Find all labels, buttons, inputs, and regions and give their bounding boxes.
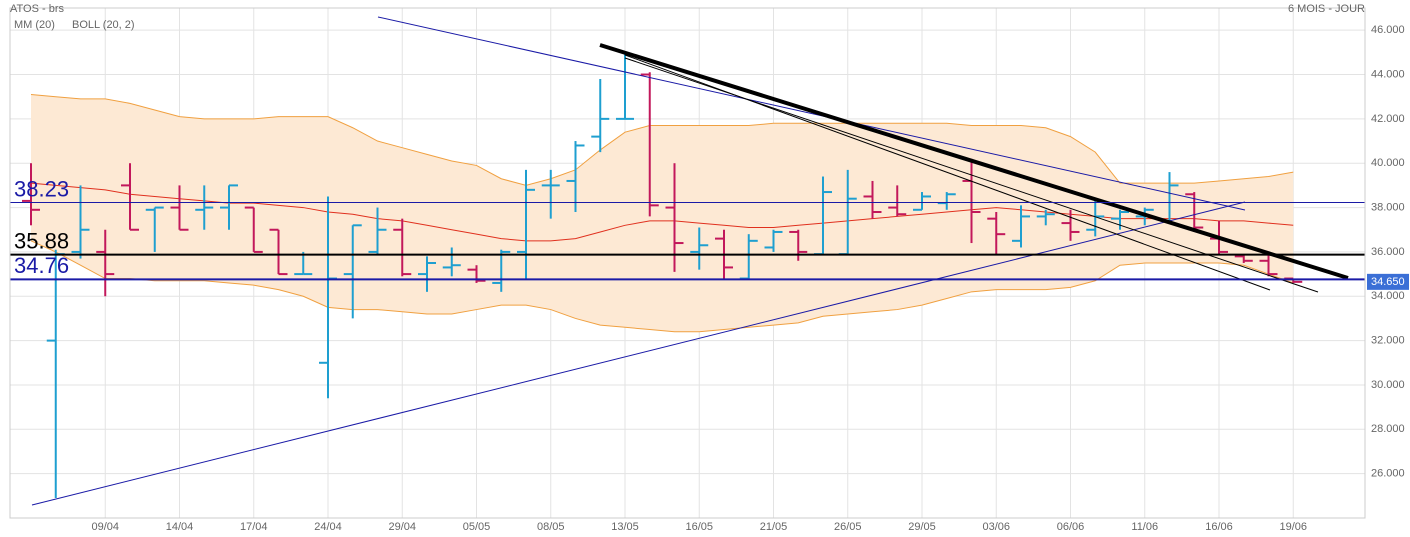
x-tick-label: 13/05 xyxy=(611,521,639,533)
x-tick-label: 09/04 xyxy=(91,521,119,533)
last-price-label: 34.650 xyxy=(1371,276,1405,288)
ohlc-bar xyxy=(393,218,412,277)
y-tick-label: 44.000 xyxy=(1371,68,1405,80)
ohlc-bar xyxy=(368,207,387,255)
ohlc-bar xyxy=(789,229,808,261)
ohlc-bar xyxy=(492,249,511,292)
x-tick-label: 05/05 xyxy=(463,521,491,533)
ohlc-bar xyxy=(913,192,931,211)
x-tick-label: 16/05 xyxy=(685,521,713,533)
ohlc-bar xyxy=(616,54,634,120)
ohlc-bar xyxy=(1234,254,1253,263)
bollinger-upper xyxy=(30,93,1294,186)
bollinger-lower xyxy=(30,240,1294,333)
ohlc-bar xyxy=(22,163,40,226)
level-label: 35.88 xyxy=(14,228,69,253)
x-tick-label: 29/04 xyxy=(388,521,416,533)
y-tick-label: 42.000 xyxy=(1371,113,1405,125)
y-tick-label: 34.000 xyxy=(1371,290,1405,302)
x-tick-label: 14/04 xyxy=(166,521,194,533)
level-label: 38.23 xyxy=(14,176,69,201)
chart-title: ATOS - brs xyxy=(10,3,64,15)
y-tick-label: 26.000 xyxy=(1371,468,1405,480)
ohlc-bar xyxy=(863,180,882,219)
ohlc-bar xyxy=(517,169,535,279)
ohlc-bar xyxy=(121,163,139,231)
ohlc-bar xyxy=(1111,209,1129,230)
ohlc-bar xyxy=(640,72,659,217)
legend-ma: MM (20) xyxy=(14,19,55,31)
x-tick-label: 24/04 xyxy=(314,521,342,533)
ohlc-bar xyxy=(220,184,238,230)
x-tick-label: 26/05 xyxy=(834,521,862,533)
ohlc-bar xyxy=(343,224,362,319)
y-tick-label: 36.000 xyxy=(1371,246,1405,258)
level-label: 34.76 xyxy=(14,253,69,278)
x-tick-label: 19/06 xyxy=(1279,521,1307,533)
y-tick-label: 38.000 xyxy=(1371,201,1405,213)
x-tick-label: 29/05 xyxy=(908,521,936,533)
ohlc-bar xyxy=(690,227,709,270)
x-tick-label: 16/06 xyxy=(1205,521,1233,533)
ohlc-bar xyxy=(937,192,956,210)
x-tick-label: 03/06 xyxy=(982,521,1010,533)
y-tick-label: 30.000 xyxy=(1371,379,1405,391)
ohlc-bar xyxy=(1086,200,1105,237)
ohlc-bar xyxy=(1061,209,1080,241)
x-tick-label: 06/06 xyxy=(1057,521,1085,533)
drawings xyxy=(31,16,1349,506)
ohlc-bar xyxy=(987,212,1006,255)
x-tick-label: 08/05 xyxy=(537,521,565,533)
ohlc-bar xyxy=(145,206,164,252)
ohlc-bar xyxy=(96,229,115,297)
x-tick-label: 11/06 xyxy=(1131,521,1158,533)
trend-line xyxy=(377,16,1246,211)
ohlc-bar xyxy=(1012,205,1030,248)
ohlc-bar xyxy=(1259,254,1278,277)
ohlc-bar xyxy=(418,256,436,292)
legend-bollinger: BOLL (20, 2) xyxy=(72,19,135,31)
y-tick-label: 46.000 xyxy=(1371,24,1405,36)
ohlc-bar xyxy=(294,251,313,276)
ma-line xyxy=(30,182,1294,242)
ohlc-bar xyxy=(195,185,214,230)
bars-layer xyxy=(22,54,1303,499)
ohlc-bar xyxy=(541,169,560,219)
ohlc-bar xyxy=(566,141,585,212)
y-tick-label: 32.000 xyxy=(1371,335,1405,347)
ohlc-bar xyxy=(170,185,189,231)
ohlc-bar xyxy=(1036,209,1055,226)
y-tick-label: 40.000 xyxy=(1371,157,1405,169)
y-tick-label: 28.000 xyxy=(1371,423,1405,435)
plot-frame xyxy=(9,7,1366,519)
ohlc-bar xyxy=(888,185,907,217)
trend-line xyxy=(599,43,1349,280)
bollinger-layer xyxy=(30,93,1294,333)
last-price-box xyxy=(1367,273,1409,290)
period: 6 MOIS - JOUR xyxy=(1288,3,1365,15)
ohlc-bar xyxy=(764,229,783,252)
x-tick-label: 17/04 xyxy=(240,521,268,533)
trend-line xyxy=(624,57,1319,293)
bollinger-fill xyxy=(31,94,1294,332)
trend-line xyxy=(31,201,1246,506)
ohlc-bar xyxy=(244,206,263,253)
ohlc-bar xyxy=(269,228,288,276)
ohlc-bar xyxy=(71,185,90,259)
ohlc-bar xyxy=(442,247,461,277)
x-tick-label: 21/05 xyxy=(760,521,788,533)
ohlc-bar xyxy=(591,78,610,153)
